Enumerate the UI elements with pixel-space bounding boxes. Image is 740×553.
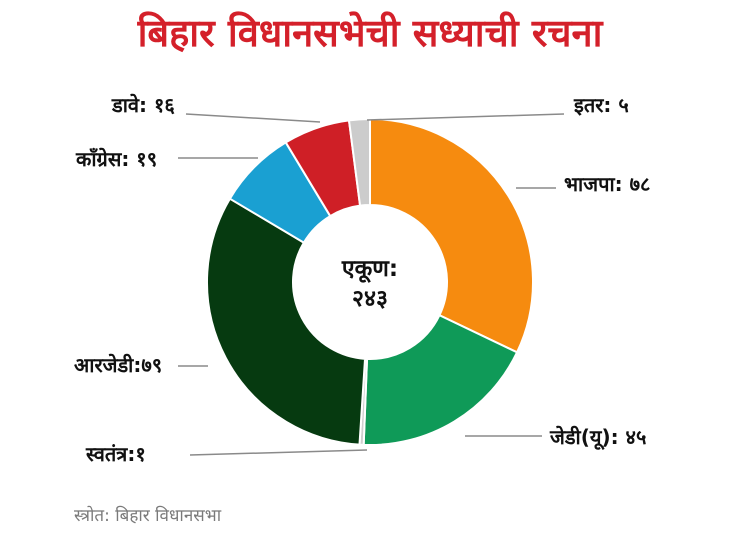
chart-title: बिहार विधानसभेची सध्याची रचना xyxy=(137,11,603,55)
slice-label-5: डावे: १६ xyxy=(111,93,175,117)
slice-label-4: कॉंग्रेस: १९ xyxy=(75,147,157,171)
slice-label-6: इतर: ५ xyxy=(573,93,629,117)
slice-6 xyxy=(347,117,371,207)
center-total-label: एकूण: xyxy=(341,256,398,283)
leader-lines xyxy=(178,113,565,456)
leader-line-2 xyxy=(189,449,368,456)
donut-slices xyxy=(206,117,534,446)
slice-labels: भाजपा: ७८ जेडी(यू): ४५ स्वतंत्र:१ आरजेडी:७९… xyxy=(74,93,650,466)
slice-label-0: भाजपा: ७८ xyxy=(564,172,650,196)
slice-label-1: जेडी(यू): ४५ xyxy=(549,425,646,450)
slice-3 xyxy=(206,197,367,446)
slice-label-3: आरजेडी:७९ xyxy=(74,353,162,377)
slice-1 xyxy=(362,313,519,446)
source-note: स्त्रोत: बिहार विधानसभा xyxy=(74,506,222,526)
slice-0 xyxy=(369,117,534,354)
leader-line-6 xyxy=(366,113,565,121)
center-total-value: २४३ xyxy=(352,286,388,312)
leader-line-5 xyxy=(185,113,321,123)
slice-label-2: स्वतंत्र:१ xyxy=(85,442,146,466)
